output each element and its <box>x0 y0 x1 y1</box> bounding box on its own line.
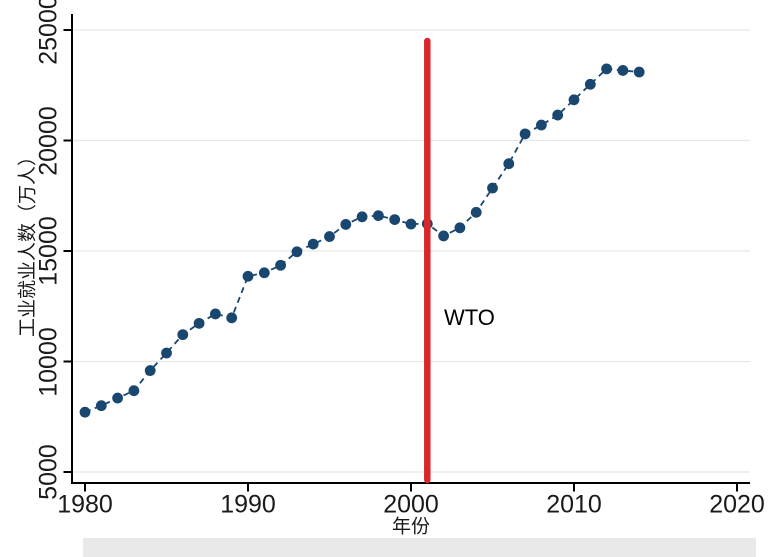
data-point <box>373 210 384 222</box>
data-point <box>536 119 547 131</box>
wto-annotation: WTO <box>444 305 495 330</box>
data-point <box>324 231 335 242</box>
data-point <box>552 109 564 121</box>
x-tick-label: 2000 <box>383 490 439 519</box>
x-tick-label: 1980 <box>57 490 113 519</box>
data-point <box>519 128 531 140</box>
data-point <box>307 238 319 250</box>
data-point <box>275 259 286 271</box>
data-point <box>79 406 91 418</box>
series-connector-line <box>84 67 640 414</box>
data-point <box>128 385 140 397</box>
data-point <box>601 63 612 75</box>
data-point <box>584 78 596 90</box>
data-point <box>340 219 352 230</box>
data-point <box>226 312 238 324</box>
data-point <box>389 214 401 225</box>
data-point <box>95 400 107 412</box>
x-tick-label: 2020 <box>709 490 765 519</box>
data-point <box>144 365 156 376</box>
data-point <box>177 329 189 341</box>
bottom-page-band <box>83 538 756 557</box>
data-point <box>470 206 482 218</box>
data-point <box>454 222 466 234</box>
x-tick-label: 2010 <box>546 490 602 519</box>
data-point <box>568 94 580 106</box>
data-point <box>291 246 303 258</box>
data-point <box>112 392 123 404</box>
data-point <box>210 308 221 320</box>
y-tick-label: 15000 <box>34 216 63 286</box>
x-tick-label: 1990 <box>220 490 276 519</box>
y-tick-label: 10000 <box>34 326 63 397</box>
data-point <box>405 218 417 230</box>
data-point <box>242 270 254 282</box>
data-point <box>193 317 205 329</box>
y-tick-label: 20000 <box>34 105 63 176</box>
data-point <box>503 158 515 170</box>
data-point <box>633 66 645 78</box>
data-point <box>487 182 498 194</box>
x-axis-title: 年份 <box>391 516 431 538</box>
data-point <box>161 347 172 359</box>
data-point <box>617 65 629 76</box>
data-point <box>356 211 368 223</box>
data-point <box>258 267 270 279</box>
y-tick-label: 25000 <box>34 0 63 65</box>
data-point <box>438 230 449 242</box>
